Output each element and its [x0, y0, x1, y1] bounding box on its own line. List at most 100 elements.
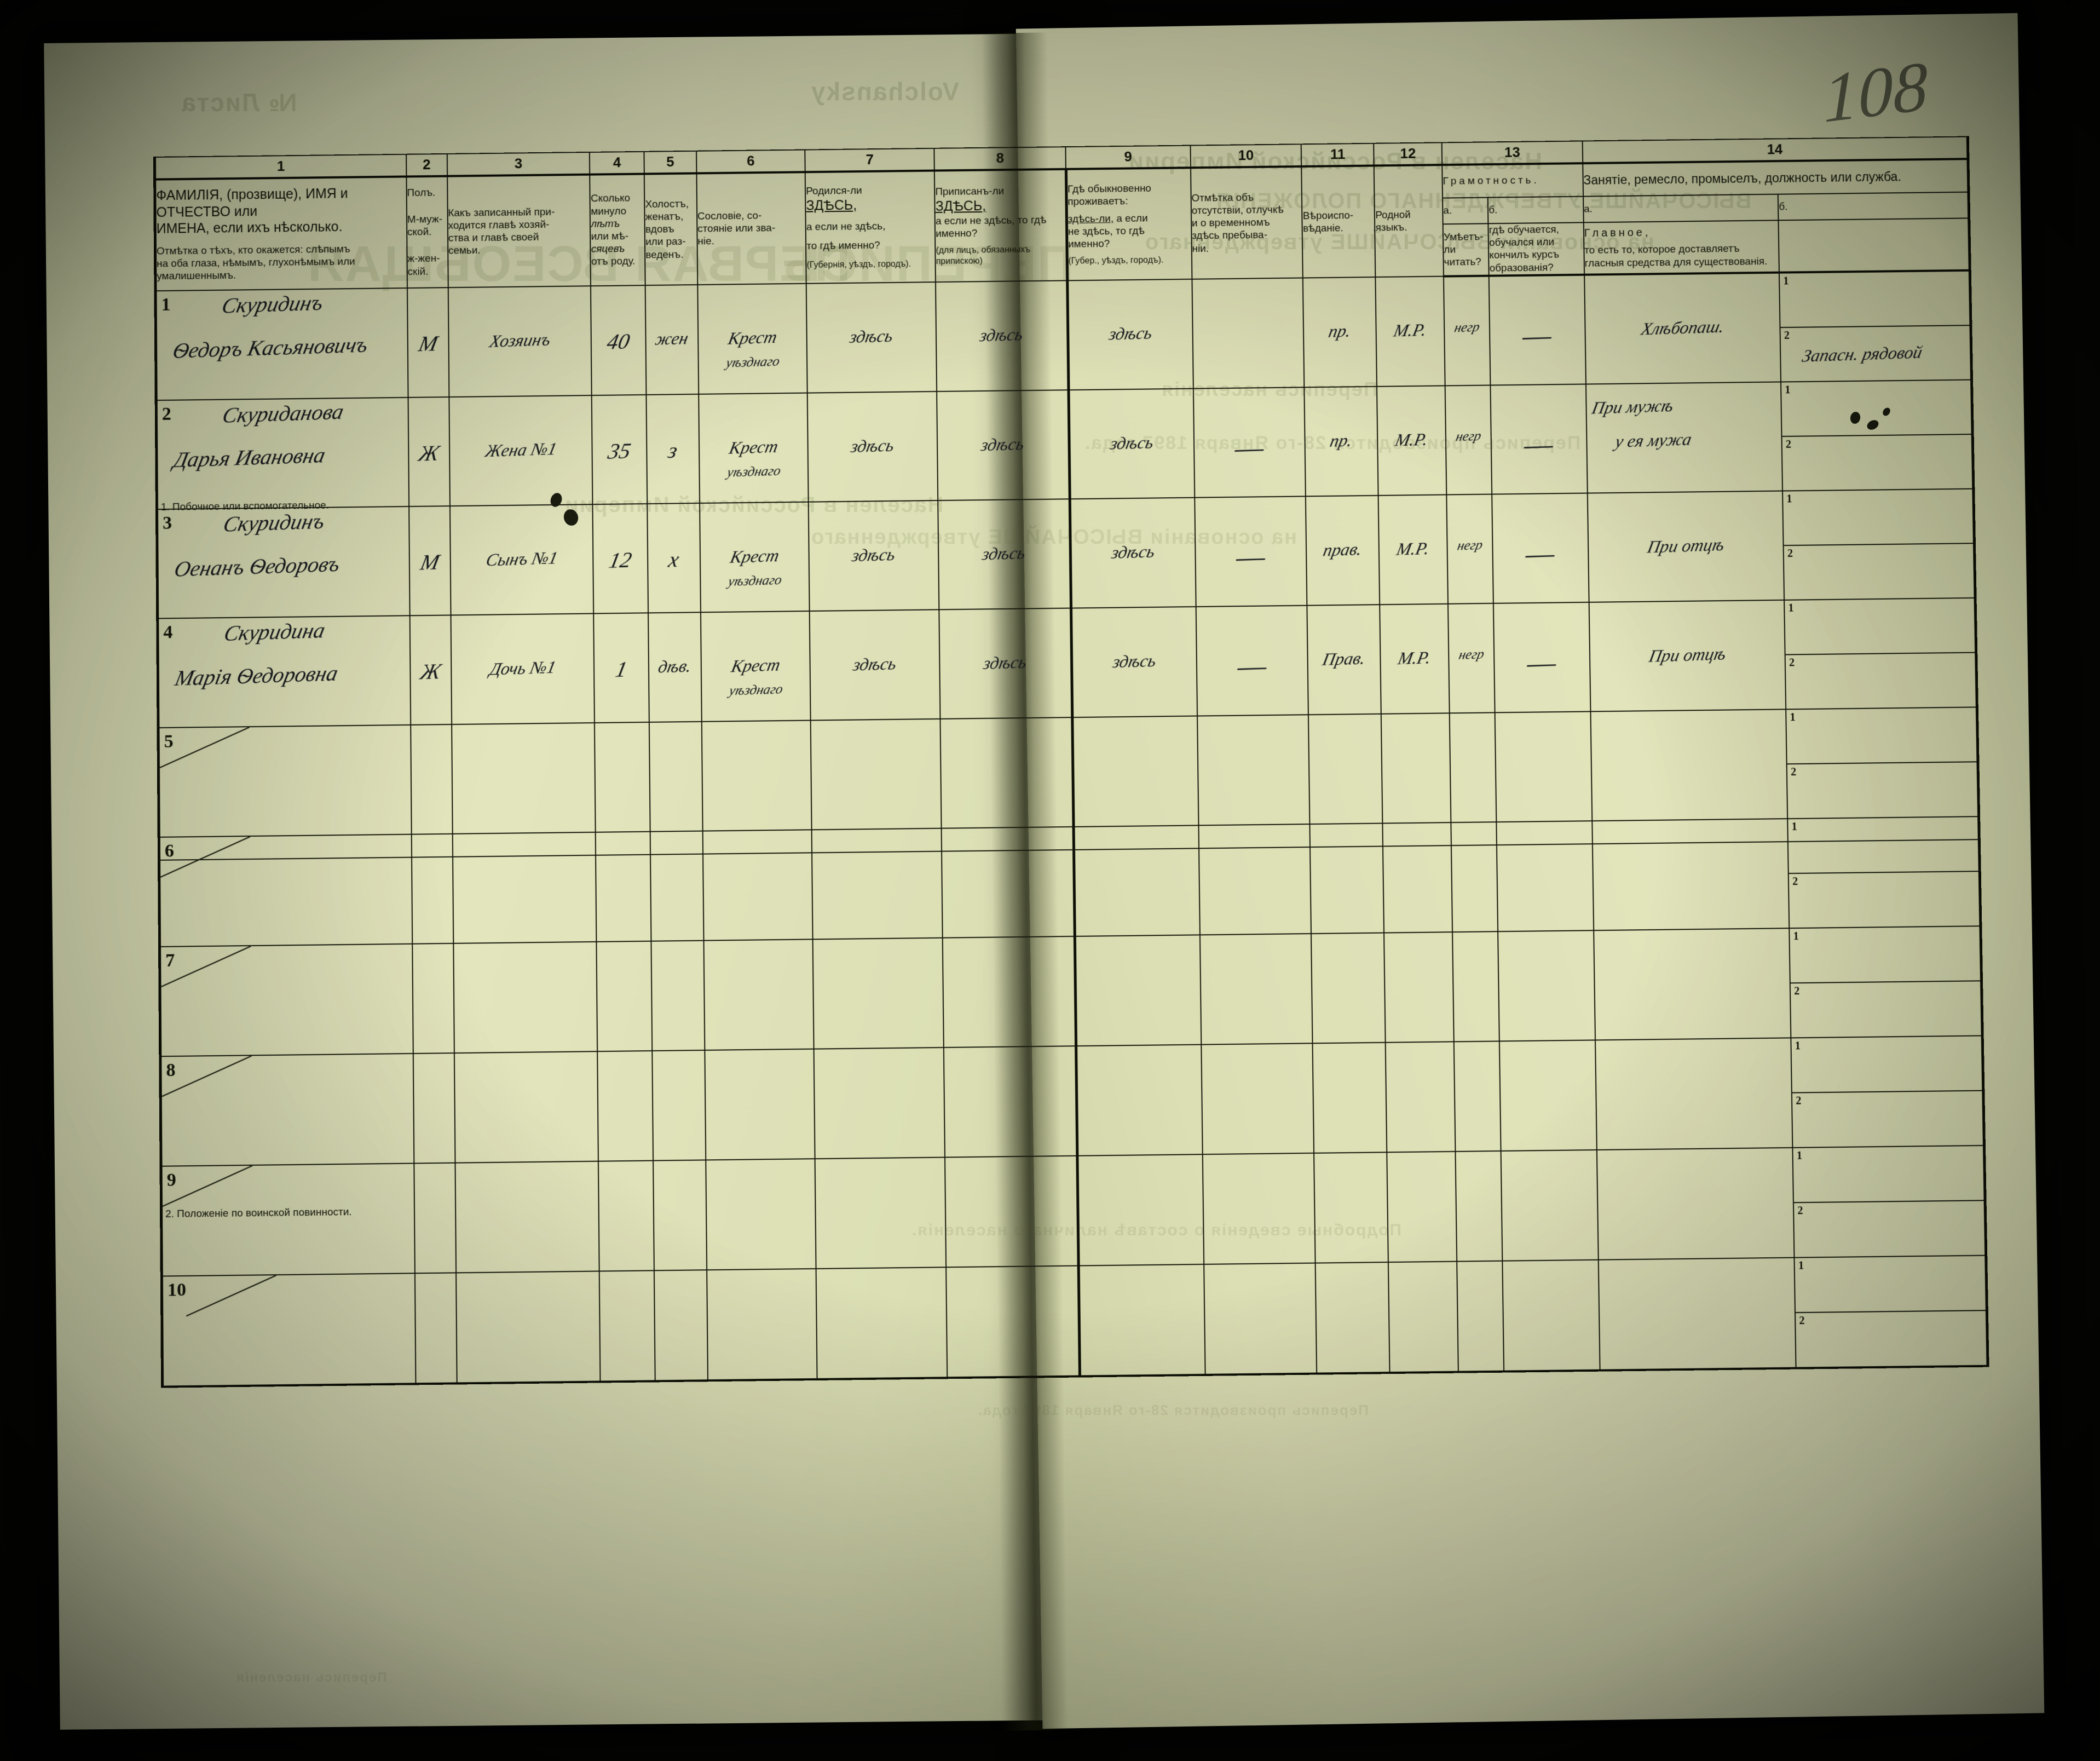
cell-marital-4[interactable]: дѣв.	[648, 612, 702, 722]
cell-religion-5[interactable]	[1308, 713, 1383, 824]
cell-registered-9[interactable]	[945, 1155, 1078, 1267]
cell-religion-1[interactable]: пр.	[1303, 277, 1377, 388]
cell-occupation-main-8[interactable]	[1595, 1038, 1793, 1150]
occupation-aux-1[interactable]: 1	[1790, 926, 1981, 983]
occupation-aux-1[interactable]: 1	[1780, 271, 1970, 328]
cell-registered-10[interactable]	[946, 1265, 1080, 1378]
cell-name-4[interactable]: 4 Скуридина Марія Ѳедоровна	[157, 615, 411, 728]
cell-literacy-b-1[interactable]: —	[1489, 274, 1586, 385]
table-row[interactable]: 2 Скуриданова Дарья Ивановна Ж Жена №1 3…	[156, 379, 1974, 509]
cell-age-6[interactable]	[596, 831, 651, 942]
cell-born-9[interactable]	[815, 1157, 947, 1269]
occupation-aux-2[interactable]: 2	[1794, 985, 1800, 997]
cell-literacy-b-3[interactable]: —	[1492, 493, 1589, 603]
cell-marital-8[interactable]	[652, 1050, 706, 1161]
cell-absence-9[interactable]	[1202, 1153, 1316, 1264]
cell-name-5[interactable]: 5	[158, 724, 412, 837]
cell-language-9[interactable]	[1387, 1151, 1457, 1262]
cell-relation-10[interactable]	[455, 1271, 601, 1384]
cell-literacy-a-10[interactable]	[1457, 1261, 1504, 1372]
cell-sex-7[interactable]	[412, 943, 454, 1054]
cell-occupation-main-4[interactable]: При отцѣ	[1589, 600, 1786, 712]
cell-name-3[interactable]: 3 Скуридинъ Оенанъ Ѳедоровъ	[157, 506, 410, 619]
cell-relation-9[interactable]	[455, 1161, 600, 1273]
cell-registered-5[interactable]	[940, 717, 1074, 828]
cell-literacy-a-6[interactable]	[1451, 821, 1498, 932]
cell-age-4[interactable]: 1	[593, 613, 650, 723]
cell-registered-4[interactable]: здѣсь	[939, 608, 1072, 719]
cell-registered-1[interactable]: здѣсь	[936, 280, 1069, 392]
cell-occupation-aux-2[interactable]: 1 2	[1781, 379, 1974, 491]
cell-registered-2[interactable]: здѣсь	[937, 389, 1070, 500]
cell-language-6[interactable]	[1382, 822, 1453, 933]
cell-relation-1[interactable]: Хозяинъ	[448, 285, 592, 397]
cell-estate-6[interactable]	[702, 830, 813, 941]
occupation-aux-1[interactable]: 1	[1783, 489, 1973, 546]
cell-religion-4[interactable]: Прав.	[1307, 604, 1382, 715]
occupation-aux-2[interactable]: 2	[1796, 1095, 1802, 1107]
cell-resides-2[interactable]: здѣсь	[1068, 388, 1195, 499]
cell-registered-8[interactable]	[943, 1045, 1077, 1158]
cell-absence-8[interactable]	[1201, 1043, 1314, 1154]
cell-resides-10[interactable]	[1078, 1264, 1205, 1377]
cell-literacy-a-9[interactable]	[1455, 1150, 1503, 1262]
cell-religion-7[interactable]	[1311, 933, 1386, 1044]
cell-relation-5[interactable]	[451, 722, 596, 834]
cell-literacy-a-3[interactable]: негр	[1446, 494, 1494, 604]
cell-marital-6[interactable]	[650, 831, 704, 941]
cell-religion-6[interactable]	[1309, 823, 1384, 934]
cell-literacy-b-7[interactable]	[1498, 930, 1595, 1041]
cell-occupation-main-2[interactable]: При мужѣ у ея мужа	[1585, 382, 1783, 493]
cell-literacy-b-10[interactable]	[1502, 1259, 1600, 1372]
cell-language-8[interactable]	[1386, 1041, 1456, 1152]
cell-literacy-a-2[interactable]: негр	[1445, 385, 1492, 495]
cell-language-5[interactable]	[1381, 713, 1451, 824]
cell-age-10[interactable]	[599, 1270, 655, 1382]
occupation-aux-1[interactable]: 1	[1781, 380, 1971, 437]
cell-registered-3[interactable]: здѣсь	[938, 498, 1071, 609]
cell-literacy-a-4[interactable]: негр	[1448, 603, 1495, 713]
cell-literacy-b-2[interactable]: —	[1490, 384, 1588, 494]
cell-age-3[interactable]: 12	[592, 503, 649, 614]
cell-name-9[interactable]: 9	[161, 1163, 415, 1276]
cell-sex-5[interactable]	[410, 724, 453, 835]
cell-estate-7[interactable]	[703, 939, 814, 1050]
cell-literacy-b-5[interactable]	[1495, 711, 1593, 822]
cell-occupation-main-5[interactable]	[1590, 709, 1788, 821]
cell-occupation-main-9[interactable]	[1596, 1147, 1795, 1260]
occupation-aux-1[interactable]: 1	[1793, 1146, 1984, 1203]
occupation-aux-2[interactable]: 2	[1789, 657, 1795, 669]
cell-resides-4[interactable]: здѣсь	[1071, 606, 1197, 717]
cell-name-8[interactable]: 8	[160, 1053, 414, 1166]
cell-sex-9[interactable]	[414, 1163, 456, 1273]
cell-religion-9[interactable]	[1314, 1152, 1389, 1263]
cell-relation-4[interactable]: Дочь №1	[451, 613, 595, 724]
cell-occupation-main-6[interactable]	[1592, 818, 1790, 930]
table-row[interactable]: 1 Скуридинъ Ѳедоръ Касьяновичъ М Хозяинъ…	[155, 270, 1972, 400]
cell-estate-4[interactable]: Крест уѣзднаго	[700, 611, 811, 722]
cell-age-5[interactable]	[595, 722, 650, 832]
cell-name-10[interactable]: 10	[161, 1273, 416, 1387]
occupation-aux-1[interactable]: 1	[1785, 598, 1975, 655]
cell-absence-6[interactable]	[1198, 824, 1312, 935]
cell-estate-9[interactable]	[706, 1158, 816, 1270]
cell-relation-2[interactable]: Жена №1	[448, 395, 593, 506]
cell-registered-6[interactable]	[941, 826, 1075, 938]
cell-born-5[interactable]	[810, 718, 942, 830]
occupation-aux-1[interactable]: 1	[1795, 1256, 1986, 1313]
cell-occupation-aux-1[interactable]: 1 2 Запасн. рядовой	[1779, 270, 1972, 382]
cell-literacy-a-8[interactable]	[1453, 1041, 1501, 1152]
cell-estate-10[interactable]	[706, 1268, 817, 1380]
occupation-aux-2[interactable]: 2	[1790, 766, 1797, 778]
cell-marital-10[interactable]	[654, 1269, 708, 1382]
cell-estate-3[interactable]: Крест уѣзднаго	[699, 502, 810, 612]
cell-religion-2[interactable]: пр.	[1304, 386, 1378, 497]
cell-resides-5[interactable]	[1072, 716, 1199, 827]
occupation-aux-2[interactable]: 2	[1787, 547, 1793, 560]
cell-occupation-aux-3[interactable]: 1 2	[1782, 488, 1976, 600]
